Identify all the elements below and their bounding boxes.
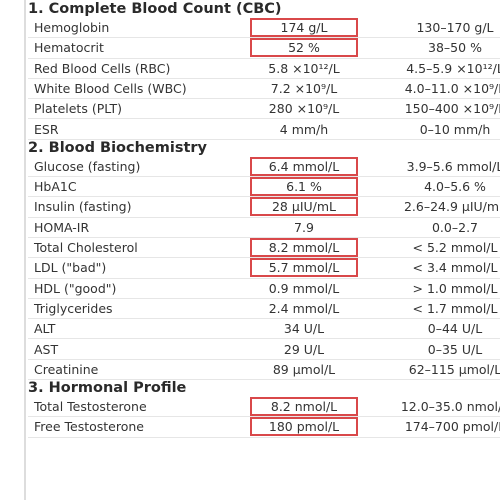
test-name: LDL ("bad") xyxy=(34,260,107,276)
test-value: 4 mm/h xyxy=(279,121,329,137)
table-row: AST 29 U/L 0–35 U/L xyxy=(28,340,500,360)
reference-range: 130–170 g/L xyxy=(416,20,494,35)
test-name: Platelets (PLT) xyxy=(34,101,122,117)
table-row: Glucose (fasting) 6.4 mmol/L 3.9–5.6 mmol/… xyxy=(28,156,500,178)
test-value: 280 ×10⁹/L xyxy=(268,101,340,117)
test-name: HbA1C xyxy=(34,179,77,195)
test-name: Hematocrit xyxy=(34,40,104,56)
table-row: Platelets (PLT) 280 ×10⁹/L 150–400 ×10⁹/L xyxy=(28,99,500,120)
test-value: 7.2 ×10⁹/L xyxy=(270,80,338,96)
reference-range: 4.0–5.6 % xyxy=(424,179,486,195)
test-name: White Blood Cells (WBC) xyxy=(34,80,187,96)
reference-range: 38–50 % xyxy=(428,40,482,56)
test-name: Creatinine xyxy=(34,361,99,377)
table-row: LDL ("bad") 5.7 mmol/L < 3.4 mmol/L xyxy=(28,258,500,279)
reference-range: 12.0–35.0 nmol/L xyxy=(400,399,500,415)
table-row: Total Cholesterol 8.2 mmol/L < 5.2 mmol/L xyxy=(28,238,500,259)
reference-range: < 1.7 mmol/L xyxy=(412,300,498,316)
reference-range: 2.6–24.9 µIU/mL xyxy=(403,199,500,215)
flagged-value: 52 % xyxy=(250,38,358,58)
test-value: 0.9 mmol/L xyxy=(268,280,340,296)
table-row: Triglycerides 2.4 mmol/L < 1.7 mmol/L xyxy=(28,299,500,320)
reference-range: < 3.4 mmol/L xyxy=(412,260,498,276)
table-row: HDL ("good") 0.9 mmol/L > 1.0 mmol/L xyxy=(28,279,500,299)
flagged-value: 5.7 mmol/L xyxy=(250,258,358,278)
reference-range: 0–10 mm/h xyxy=(419,121,491,137)
reference-range: 0.0–2.7 xyxy=(431,219,478,235)
flagged-value: 6.4 mmol/L xyxy=(250,156,358,176)
table-row: ALT 34 U/L 0–44 U/L xyxy=(28,319,500,340)
table-row: Hemoglobin 174 g/L 130–170 g/L xyxy=(28,18,500,39)
section-title: 1. Complete Blood Count (CBC) xyxy=(28,1,282,17)
test-value: 7.9 xyxy=(294,219,314,235)
reference-range: 62–115 µmol/L xyxy=(408,361,500,377)
flagged-value: 8.2 mmol/L xyxy=(250,238,358,257)
table-row: HbA1C 6.1 % 4.0–5.6 % xyxy=(28,177,500,198)
test-name: Total Cholesterol xyxy=(34,240,138,255)
test-value: 34 U/L xyxy=(283,321,325,337)
section-title: 2. Blood Biochemistry xyxy=(28,139,207,156)
reference-range: 174–700 pmol/L xyxy=(404,419,500,435)
test-name: ALT xyxy=(34,321,56,337)
flagged-value: 174 g/L xyxy=(250,18,358,37)
table-row: Total Testosterone 8.2 nmol/L 12.0–35.0 nm… xyxy=(28,397,500,418)
flagged-value: 8.2 nmol/L xyxy=(250,397,358,417)
test-name: Glucose (fasting) xyxy=(34,158,141,174)
reference-range: 0–44 U/L xyxy=(427,321,483,337)
test-name: Free Testosterone xyxy=(34,419,144,435)
table-row: White Blood Cells (WBC) 7.2 ×10⁹/L 4.0–11.… xyxy=(28,79,500,100)
table-row: ESR 4 mm/h 0–10 mm/h xyxy=(28,120,500,140)
flagged-value: 28 µIU/mL xyxy=(250,197,358,217)
reference-range: 4.5–5.9 ×10¹²/L xyxy=(406,60,500,76)
test-name: Insulin (fasting) xyxy=(34,199,132,215)
flagged-value: 180 pmol/L xyxy=(250,417,358,437)
section-title: 3. Hormonal Profile xyxy=(28,380,187,397)
test-name: AST xyxy=(34,341,59,357)
table-row: Creatinine 89 µmol/L 62–115 µmol/L xyxy=(28,360,500,381)
test-name: Hemoglobin xyxy=(34,20,110,35)
reference-range: < 5.2 mmol/L xyxy=(412,240,498,255)
reference-range: 150–400 ×10⁹/L xyxy=(404,101,500,117)
reference-range: 3.9–5.6 mmol/L xyxy=(406,158,500,174)
test-value: 5.8 ×10¹²/L xyxy=(268,60,340,76)
table-row: Red Blood Cells (RBC) 5.8 ×10¹²/L 4.5–5.9 … xyxy=(28,59,500,79)
reference-range: > 1.0 mmol/L xyxy=(412,280,498,296)
test-value: 2.4 mmol/L xyxy=(268,300,340,316)
table-row: Hematocrit 52 % 38–50 % xyxy=(28,38,500,59)
table-row: Insulin (fasting) 28 µIU/mL 2.6–24.9 µIU/m… xyxy=(28,197,500,218)
reference-range: 4.0–11.0 ×10⁹/L xyxy=(404,80,500,96)
test-name: ESR xyxy=(34,121,59,137)
test-value: 29 U/L xyxy=(283,341,325,357)
flagged-value: 6.1 % xyxy=(250,177,358,197)
table-row: Free Testosterone 180 pmol/L 174–700 pmol/… xyxy=(28,417,500,438)
test-name: HOMA-IR xyxy=(34,219,90,235)
test-name: HDL ("good") xyxy=(34,280,117,296)
test-name: Triglycerides xyxy=(34,300,113,316)
test-name: Total Testosterone xyxy=(34,399,147,415)
left-rule xyxy=(24,0,26,500)
table-row: HOMA-IR 7.9 0.0–2.7 xyxy=(28,218,500,238)
test-value: 89 µmol/L xyxy=(272,361,336,377)
reference-range: 0–35 U/L xyxy=(427,341,483,357)
test-name: Red Blood Cells (RBC) xyxy=(34,60,171,76)
